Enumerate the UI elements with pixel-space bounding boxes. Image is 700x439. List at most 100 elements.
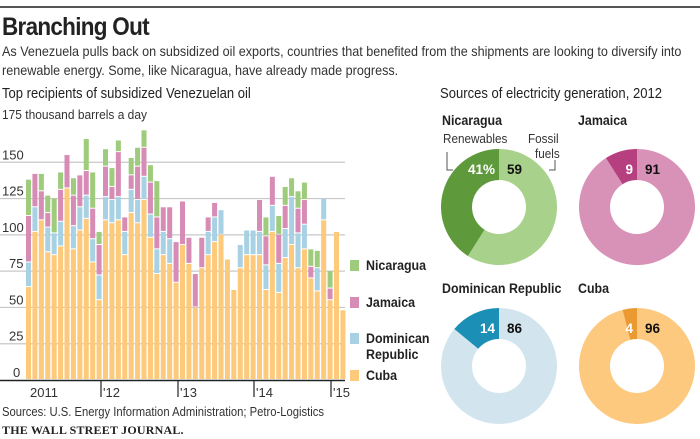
bar-segment-cuba xyxy=(77,230,83,379)
y-tick-label: 25 xyxy=(9,329,23,344)
bar-segment-nicaragua xyxy=(308,249,314,266)
bar-segment-dominican-republic xyxy=(122,231,128,255)
y-tick-label: 50 xyxy=(9,292,23,307)
bar-segment-nicaragua xyxy=(289,178,295,197)
bar-segment-nicaragua xyxy=(282,186,288,205)
bar-segment-dominican-republic xyxy=(103,197,109,220)
bar-segment-dominican-republic xyxy=(289,197,295,245)
bar-segment-dominican-republic xyxy=(205,231,211,255)
bar-segment-dominican-republic xyxy=(237,245,243,268)
x-tick-label: '13 xyxy=(180,385,197,400)
y-tick-label: 0 xyxy=(13,365,20,380)
bar-segment-cuba xyxy=(257,255,263,379)
bar-segment-nicaragua xyxy=(38,173,44,191)
bar-segment-jamaica xyxy=(45,213,51,227)
x-tick-label: 2011 xyxy=(30,385,58,400)
bar-segment-jamaica xyxy=(32,173,38,207)
bar-segment-nicaragua xyxy=(83,139,89,170)
y-tick-label: 150 xyxy=(2,147,24,162)
bar-segment-cuba xyxy=(167,263,173,379)
bar-segment-cuba xyxy=(237,268,243,379)
legend-swatch-nicaragua xyxy=(350,260,359,271)
bar-segment-cuba xyxy=(26,287,32,379)
bar-segment-jamaica xyxy=(90,208,96,239)
bar-segment-cuba xyxy=(218,234,224,379)
renewables-annotation: Renewables xyxy=(443,131,508,146)
bar-segment-cuba xyxy=(199,268,205,379)
donut-title-dominican-republic: Dominican Republic xyxy=(442,281,562,296)
bar-segment-jamaica xyxy=(263,236,269,265)
donut-label-fossil: 59 xyxy=(507,162,522,177)
legend-label-nicaragua: Nicaragua xyxy=(366,258,427,273)
bar-segment-nicaragua xyxy=(109,168,115,186)
bar-segment-cuba xyxy=(160,255,166,379)
bar-segment-cuba xyxy=(135,223,141,379)
bar-segment-nicaragua xyxy=(276,215,282,234)
bar-segment-cuba xyxy=(122,255,128,379)
y-tick-label: 100 xyxy=(2,220,24,235)
bar-segment-jamaica xyxy=(257,200,263,231)
bar-segment-nicaragua xyxy=(45,195,51,213)
bar-segment-jamaica xyxy=(77,175,83,207)
bar-segment-cuba xyxy=(96,300,102,379)
bar-segment-dominican-republic xyxy=(109,200,115,223)
bar-segment-cuba xyxy=(51,255,57,379)
bar-segment-cuba xyxy=(173,282,179,379)
bar-segment-cuba xyxy=(38,220,44,379)
bar-segment-dominican-republic xyxy=(218,210,224,234)
fossil-leader-line xyxy=(549,160,556,171)
bar-segment-dominican-republic xyxy=(263,265,269,290)
donut-slice-renewables-nicaragua xyxy=(441,149,499,256)
bar-segment-dominican-republic xyxy=(321,198,327,220)
bar-segment-dominican-republic xyxy=(160,231,166,255)
donut-label-renewables: 41% xyxy=(468,162,495,177)
bar-segment-jamaica xyxy=(301,200,307,224)
bar-segment-dominican-republic xyxy=(314,268,320,291)
y-axis-unit-label: 175 thousand barrels a day xyxy=(2,107,147,122)
bar-segment-cuba xyxy=(147,237,153,379)
bar-segment-dominican-republic xyxy=(58,221,64,246)
donut-label-renewables: 9 xyxy=(625,162,633,177)
bar-segment-cuba xyxy=(32,231,38,379)
bar-segment-cuba xyxy=(70,249,76,379)
bar-segment-cuba xyxy=(205,255,211,379)
bar-segment-dominican-republic xyxy=(141,176,147,200)
bar-segment-jamaica xyxy=(276,234,282,263)
bar-segment-dominican-republic xyxy=(282,229,288,258)
bar-segment-jamaica xyxy=(103,166,109,197)
donut-slice-renewables-dominican-republic xyxy=(454,308,499,349)
bar-segment-dominican-republic xyxy=(276,263,282,292)
donut-title-nicaragua: Nicaragua xyxy=(442,113,503,128)
bar-segment-dominican-republic xyxy=(135,200,141,223)
bar-segment-jamaica xyxy=(83,170,89,195)
bar-segment-dominican-republic xyxy=(295,233,301,268)
page-title: Branching Out xyxy=(2,13,150,41)
bar-segment-nicaragua xyxy=(51,198,57,233)
bar-segment-jamaica xyxy=(64,155,70,188)
bar-segment-dominican-republic xyxy=(115,197,121,220)
donut-label-fossil: 86 xyxy=(507,321,523,336)
y-tick-label: 125 xyxy=(2,184,24,199)
donut-slice-renewables-jamaica xyxy=(605,149,637,185)
fossil-annotation-line1: Fossil xyxy=(528,131,559,146)
donut-slice-fossil-nicaragua xyxy=(467,149,557,266)
legend-label-republic: Republic xyxy=(366,347,419,362)
bar-segment-jamaica xyxy=(135,166,141,200)
top-rule xyxy=(0,6,700,8)
donut-label-renewables: 4 xyxy=(625,321,633,336)
bar-segment-cuba xyxy=(289,245,295,379)
bar-segment-jamaica xyxy=(212,202,218,217)
bar-segment-nicaragua xyxy=(295,191,301,208)
bar-segment-jamaica xyxy=(327,288,333,300)
bar-segment-dominican-republic xyxy=(32,207,38,231)
bar-segment-dominican-republic xyxy=(45,227,51,252)
bar-segment-nicaragua xyxy=(103,149,109,166)
bar-segment-nicaragua xyxy=(327,271,333,288)
bar-segment-jamaica xyxy=(70,195,76,226)
donut-label-renewables: 14 xyxy=(480,321,496,336)
bar-segment-jamaica xyxy=(269,176,275,205)
bar-segment-cuba xyxy=(295,268,301,379)
bar-segment-cuba xyxy=(128,213,134,379)
bar-segment-cuba xyxy=(115,220,121,379)
bar-segment-dominican-republic xyxy=(96,275,102,300)
